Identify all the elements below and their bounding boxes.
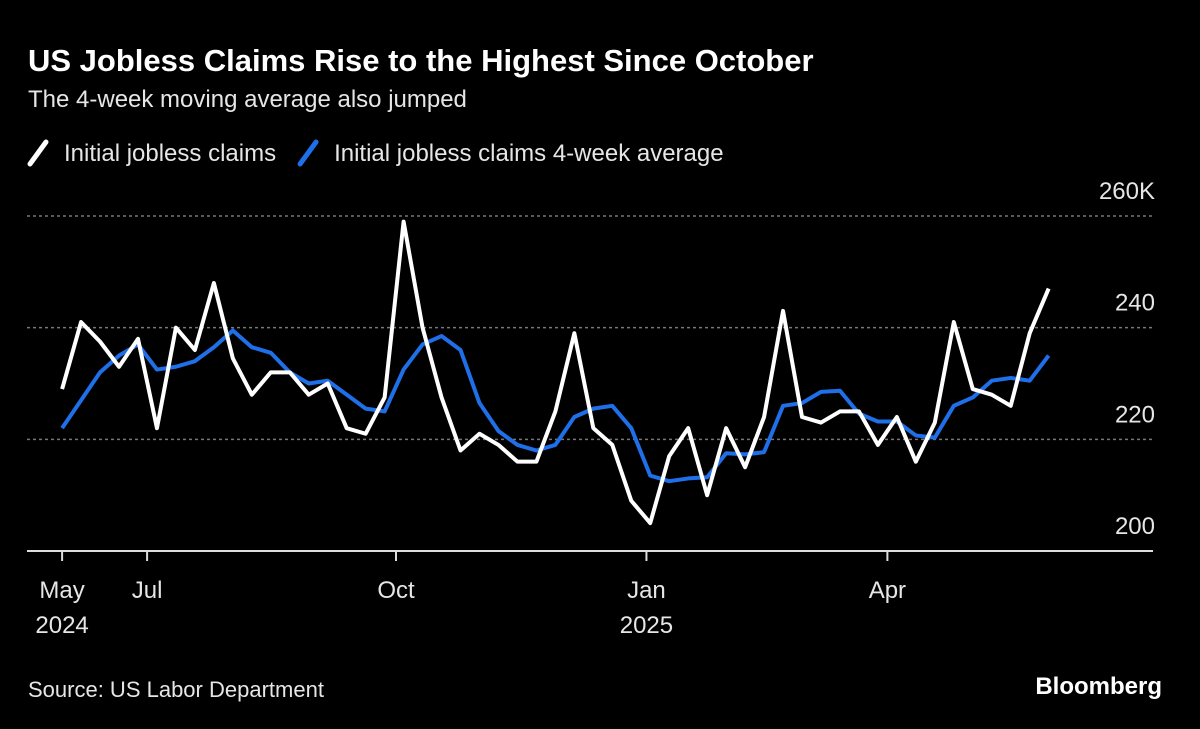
x-tick-label: Jul bbox=[132, 577, 163, 604]
source: Source: US Labor Department bbox=[28, 677, 324, 702]
x-year-label: 2024 bbox=[35, 612, 88, 639]
y-tick-label: 260K bbox=[1099, 178, 1155, 205]
chart-subtitle: The 4-week moving average also jumped bbox=[28, 86, 467, 113]
legend: Initial jobless claims Initial jobless cl… bbox=[27, 139, 724, 167]
legend-swatch bbox=[297, 139, 319, 167]
legend-swatch bbox=[27, 139, 49, 167]
legend-label: Initial jobless claims bbox=[64, 140, 276, 167]
chart-title: US Jobless Claims Rise to the Highest Si… bbox=[28, 43, 814, 78]
x-tick-label: Oct bbox=[377, 577, 415, 604]
x-tick-label: May bbox=[39, 577, 84, 604]
y-tick-label: 200 bbox=[1115, 513, 1155, 540]
brand: Bloomberg bbox=[1035, 673, 1162, 700]
legend-label: Initial jobless claims 4-week average bbox=[334, 140, 724, 167]
x-tick-label: Jan bbox=[627, 577, 666, 604]
y-tick-label: 220 bbox=[1115, 401, 1155, 428]
series-line bbox=[60, 219, 1051, 526]
x-tick-label: Apr bbox=[869, 577, 906, 604]
y-tick-label: 240 bbox=[1115, 290, 1155, 317]
x-year-label: 2025 bbox=[620, 612, 673, 639]
